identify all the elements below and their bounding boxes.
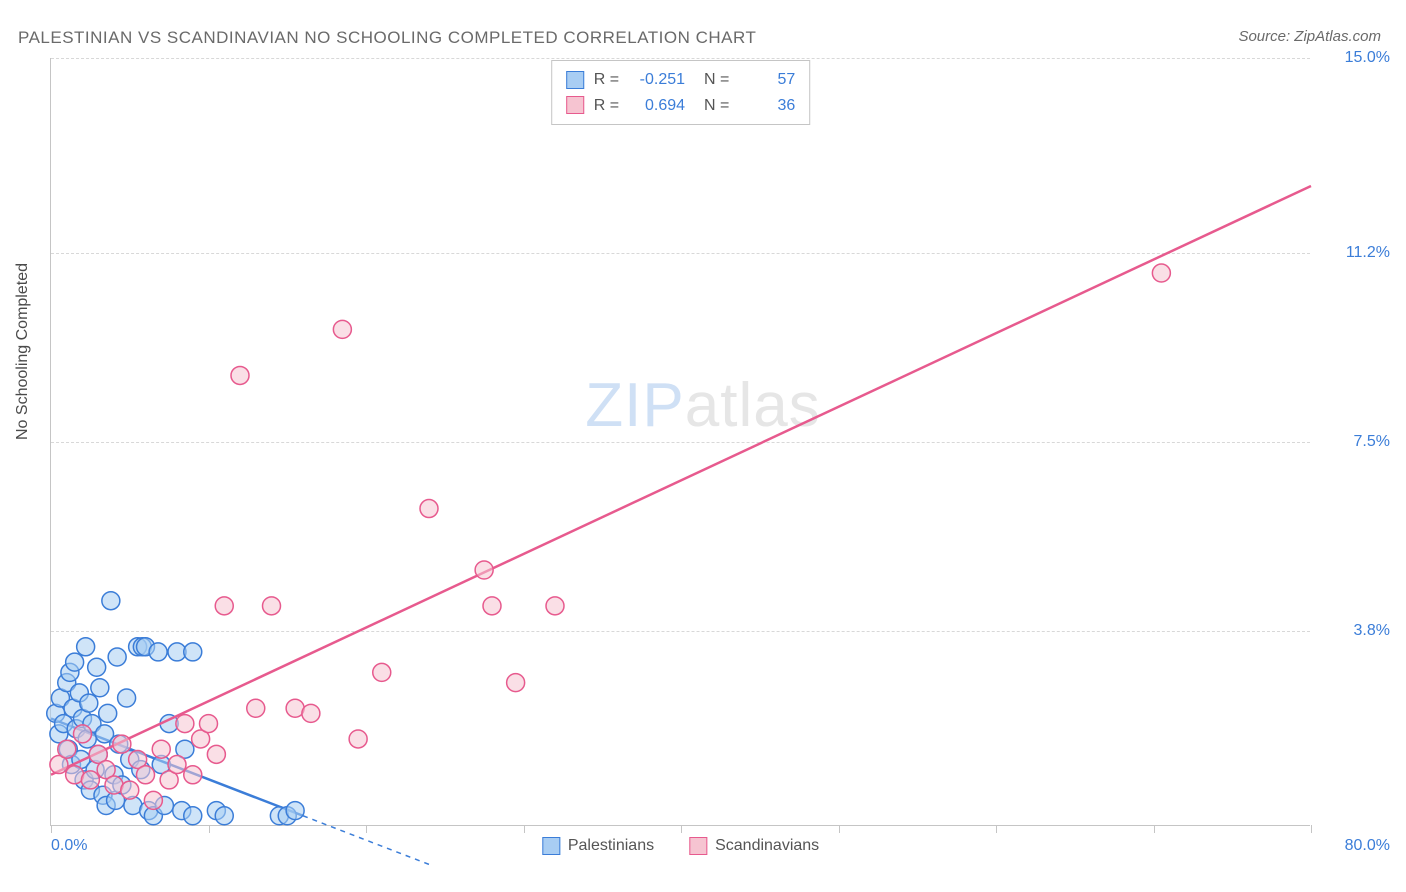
data-point [91,679,109,697]
data-point [81,771,99,789]
data-point [77,638,95,656]
data-point [263,597,281,615]
data-point [507,674,525,692]
x-tick [366,825,367,833]
data-point [286,802,304,820]
y-tick-label: 3.8% [1320,622,1390,640]
y-tick-label: 7.5% [1320,433,1390,451]
data-point [137,766,155,784]
data-point [373,663,391,681]
chart-plot-area: R = -0.251 N = 57 R = 0.694 N = 36 Pales… [50,58,1310,826]
data-point [74,725,92,743]
data-point [184,643,202,661]
scatter-svg [51,58,1310,825]
data-point [247,699,265,717]
y-tick-label: 11.2% [1320,244,1390,262]
x-tick [839,825,840,833]
data-point [149,643,167,661]
data-point [349,730,367,748]
data-point [207,745,225,763]
x-tick [1154,825,1155,833]
data-point [88,658,106,676]
trend-line-dashed [303,816,429,865]
data-point [66,653,84,671]
data-point [184,766,202,784]
x-tick [209,825,210,833]
data-point [215,597,233,615]
correlation-legend: R = -0.251 N = 57 R = 0.694 N = 36 [551,60,811,125]
data-point [231,366,249,384]
data-point [302,704,320,722]
source-attribution: Source: ZipAtlas.com [1238,28,1381,45]
legend-item-scandinavians: Scandinavians [689,837,819,855]
data-point [420,500,438,518]
data-point [200,715,218,733]
data-point [144,791,162,809]
data-point [102,592,120,610]
legend-row-scandinavians: R = 0.694 N = 36 [566,93,796,119]
data-point [152,740,170,758]
x-tick [681,825,682,833]
swatch-palestinians [566,71,584,89]
trend-line [51,186,1311,775]
x-tick-label: 0.0% [51,837,87,855]
data-point [113,735,131,753]
data-point [176,715,194,733]
x-tick [1311,825,1312,833]
data-point [215,807,233,825]
swatch-palestinians-icon [542,837,560,855]
data-point [483,597,501,615]
data-point [333,320,351,338]
x-tick [996,825,997,833]
legend-row-palestinians: R = -0.251 N = 57 [566,67,796,93]
x-tick [51,825,52,833]
data-point [121,781,139,799]
data-point [546,597,564,615]
y-axis-label: No Schooling Completed [14,263,32,440]
data-point [58,740,76,758]
x-tick [524,825,525,833]
series-legend: Palestinians Scandinavians [542,837,819,855]
legend-item-palestinians: Palestinians [542,837,654,855]
data-point [475,561,493,579]
x-tick-label: 80.0% [1345,837,1390,855]
data-point [1152,264,1170,282]
swatch-scandinavians-icon [689,837,707,855]
data-point [184,807,202,825]
data-point [168,756,186,774]
data-point [108,648,126,666]
y-tick-label: 15.0% [1320,49,1390,67]
data-point [118,689,136,707]
chart-title: PALESTINIAN VS SCANDINAVIAN NO SCHOOLING… [18,28,756,48]
swatch-scandinavians [566,96,584,114]
data-point [80,694,98,712]
data-point [99,704,117,722]
